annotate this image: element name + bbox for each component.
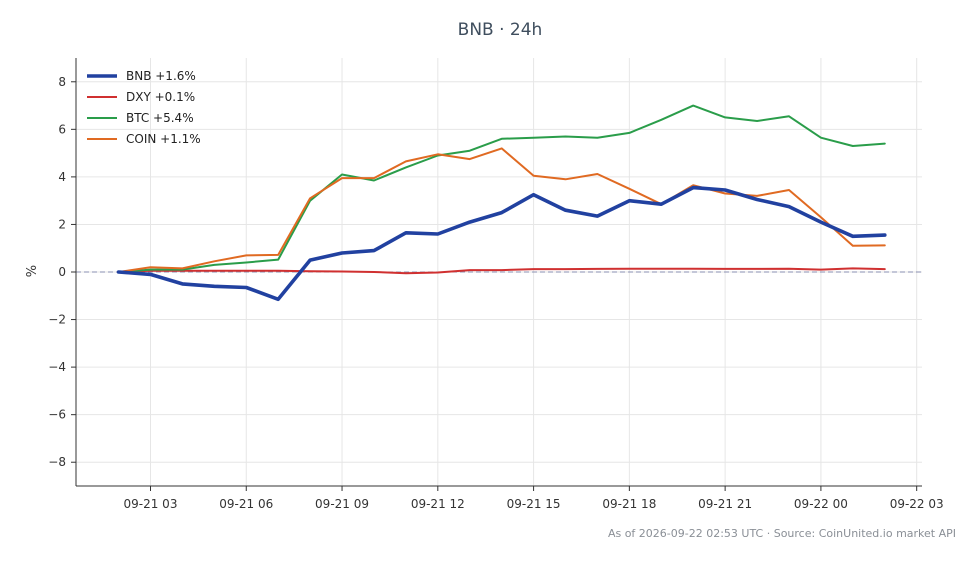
legend-label: BNB +1.6% bbox=[126, 69, 196, 83]
x-tick-label: 09-21 21 bbox=[698, 497, 752, 511]
y-tick-label: −6 bbox=[48, 408, 66, 422]
legend-label: DXY +0.1% bbox=[126, 90, 195, 104]
y-tick-label: 0 bbox=[58, 265, 66, 279]
y-tick-label: −8 bbox=[48, 455, 66, 469]
legend-label: BTC +5.4% bbox=[126, 111, 194, 125]
grid bbox=[76, 58, 922, 486]
series-line bbox=[117, 104, 886, 273]
x-axis-ticks: 09-21 03 09-21 06 09-21 09 09-21 12 09-21 15… bbox=[124, 486, 944, 511]
x-tick-label: 09-22 03 bbox=[890, 497, 944, 511]
y-tick-label: 4 bbox=[58, 170, 66, 184]
series-lines bbox=[116, 104, 887, 302]
chart-title: BNB · 24h bbox=[457, 20, 543, 40]
y-tick-label: −4 bbox=[48, 360, 66, 374]
y-tick-label: −2 bbox=[48, 313, 66, 327]
series-line bbox=[116, 185, 887, 302]
y-tick-label: 8 bbox=[58, 75, 66, 89]
x-tick-label: 09-21 18 bbox=[602, 497, 656, 511]
x-tick-label: 09-22 00 bbox=[794, 497, 848, 511]
x-tick-label: 09-21 09 bbox=[315, 497, 369, 511]
y-tick-label: 6 bbox=[58, 122, 66, 136]
y-axis-label: % bbox=[25, 265, 40, 277]
series-line bbox=[117, 147, 886, 273]
y-axis-ticks: −8 −6 −4 −2 0 2 4 6 8 bbox=[48, 75, 76, 469]
x-tick-label: 09-21 15 bbox=[507, 497, 561, 511]
series-line bbox=[117, 267, 886, 275]
x-tick-label: 09-21 03 bbox=[124, 497, 178, 511]
legend: BNB +1.6% DXY +0.1% BTC +5.4% COIN +1.1% bbox=[87, 69, 201, 146]
y-tick-label: 2 bbox=[58, 217, 66, 231]
legend-label: COIN +1.1% bbox=[126, 132, 201, 146]
x-tick-label: 09-21 12 bbox=[411, 497, 465, 511]
footer-source: As of 2026-09-22 02:53 UTC · Source: Coi… bbox=[607, 527, 956, 540]
x-tick-label: 09-21 06 bbox=[219, 497, 273, 511]
